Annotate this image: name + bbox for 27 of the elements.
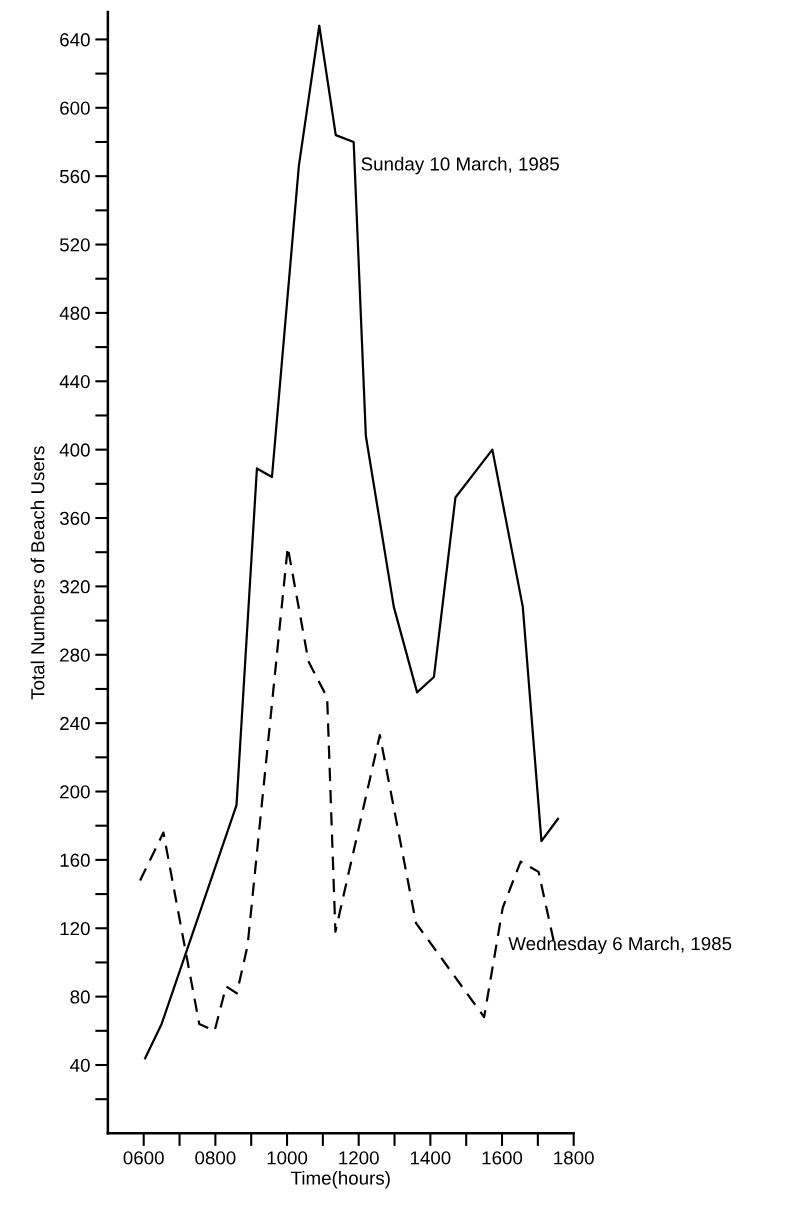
annotation: Wednesday 6 March, 1985	[508, 936, 732, 954]
x-tick-label: 1400	[410, 1151, 451, 1165]
y-tick-label: 640	[60, 33, 90, 47]
y-tick-label: 280	[60, 648, 90, 662]
y-tick-label: 160	[60, 853, 90, 867]
x-tick-label: 1800	[554, 1151, 594, 1165]
y-tick-label: 600	[60, 101, 90, 115]
y-tick-label: 560	[59, 169, 90, 184]
x-axis-title: Time(hours)	[291, 1170, 390, 1189]
y-tick-label: 520	[59, 238, 90, 252]
y-tick-label: 80	[70, 990, 90, 1004]
y-tick-label: 40	[70, 1058, 90, 1072]
y-tick-label: 240	[60, 716, 90, 731]
y-tick-label: 320	[59, 580, 90, 594]
annotation: Sunday 10 March, 1985	[361, 156, 559, 175]
y-tick-label: 440	[59, 374, 90, 389]
y-tick-label: 120	[60, 921, 90, 936]
x-tick-label: 1600	[482, 1151, 523, 1165]
y-tick-label: 200	[60, 785, 90, 799]
x-tick-label: 1200	[339, 1151, 379, 1165]
y-tick-label: 360	[59, 511, 90, 525]
y-tick-label: 480	[59, 306, 90, 320]
x-tick-label: 0800	[195, 1151, 236, 1165]
x-tick-label: 1000	[267, 1151, 308, 1165]
x-tick-label: 0600	[123, 1151, 164, 1165]
y-axis-title: Total Numbers of Beach Users	[30, 446, 45, 700]
y-tick-label: 400	[59, 443, 90, 457]
